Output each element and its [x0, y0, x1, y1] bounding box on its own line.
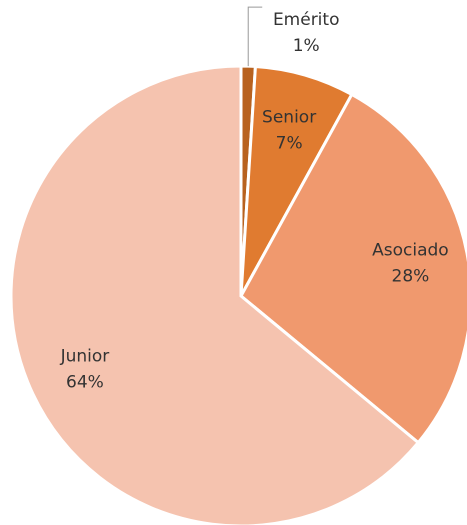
slice-value-label: 28% [392, 267, 430, 287]
slice-value-label: 64% [66, 372, 104, 392]
slice-label: Junior [60, 346, 110, 366]
slice-label: Emérito [273, 10, 340, 30]
slice-label: Senior [262, 107, 316, 127]
slice-value-label: 1% [293, 36, 320, 56]
slice-value-label: 7% [276, 133, 303, 153]
pie-slice [9, 64, 421, 525]
slice-label: Asociado [372, 241, 449, 261]
leader-line [247, 6, 263, 67]
pie-slice [239, 64, 354, 297]
